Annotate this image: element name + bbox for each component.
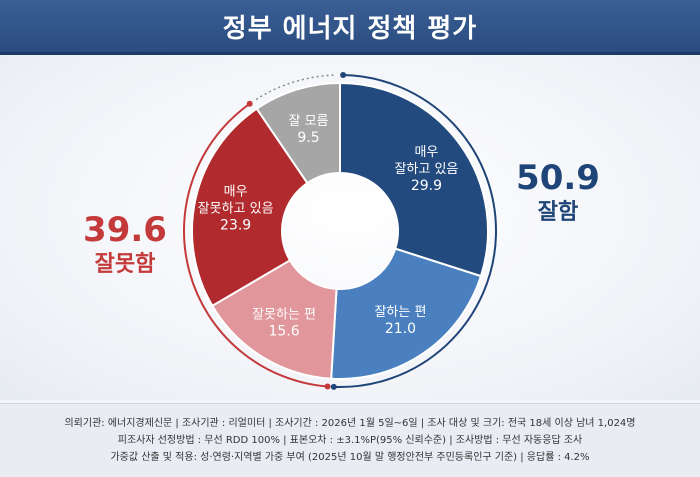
positive-total-value: 50.9 [516,158,600,198]
survey-info-line-3: 가중값 산출 및 적용: 성·연령·지역별 가중 부여 (2025년 10월 말… [110,452,590,463]
slice-category-label-2: 잘하는 편 [374,305,426,320]
positive-summary: 50.9 잘함 [498,158,618,228]
negative-total-label: 잘못함 [94,252,156,277]
negative-summary: 39.6 잘못함 [60,210,190,280]
survey-info: 의뢰기관: 에너지경제신문 | 조사기관 : 리얼미터 | 조사기간 : 202… [0,403,700,477]
unknown-bracket-arc [255,74,336,101]
positive-bracket-arc-end-1 [340,72,347,79]
positive-bracket-arc [333,74,497,388]
slice-category-label-5: 잘 모름 [288,114,328,129]
slice-value-label-1: 29.9 [411,178,442,194]
negative-total-value: 39.6 [83,210,167,250]
donut-slice-5 [255,81,341,185]
donut-slice-3 [210,258,338,380]
slice-value-label-4: 23.9 [220,217,251,233]
slice-category-label-1: 매우 [414,145,438,160]
donut-slice-4 [191,107,309,308]
negative-bracket-arc-end-1 [324,383,331,390]
slice-category-label-4: 잘못하고 있음 [198,201,274,216]
slice-value-label-2: 21.0 [385,321,416,337]
chart-title: 정부 에너지 정책 평가 [222,13,478,44]
positive-total-label: 잘함 [537,200,579,225]
donut-slice-2 [330,247,483,380]
slice-value-label-3: 15.6 [268,324,299,340]
survey-info-line-2: 피조사자 선정방법 : 무선 RDD 100% | 표본오차 : ±3.1%P(… [117,435,583,446]
slice-category-label-1: 잘하고 있음 [394,162,458,177]
negative-bracket-arc-end-2 [246,100,253,107]
slice-value-label-5: 9.5 [297,130,319,146]
slice-category-label-4: 매우 [224,184,248,199]
positive-bracket-arc-end-2 [330,383,337,390]
donut-slice-1 [339,81,489,278]
survey-info-line-1: 의뢰기관: 에너지경제신문 | 조사기관 : 리얼미터 | 조사기간 : 202… [64,418,636,429]
slice-category-label-3: 잘못하는 편 [252,308,316,323]
negative-bracket-arc [183,102,328,388]
title-bar: 정부 에너지 정책 평가 [0,0,700,55]
